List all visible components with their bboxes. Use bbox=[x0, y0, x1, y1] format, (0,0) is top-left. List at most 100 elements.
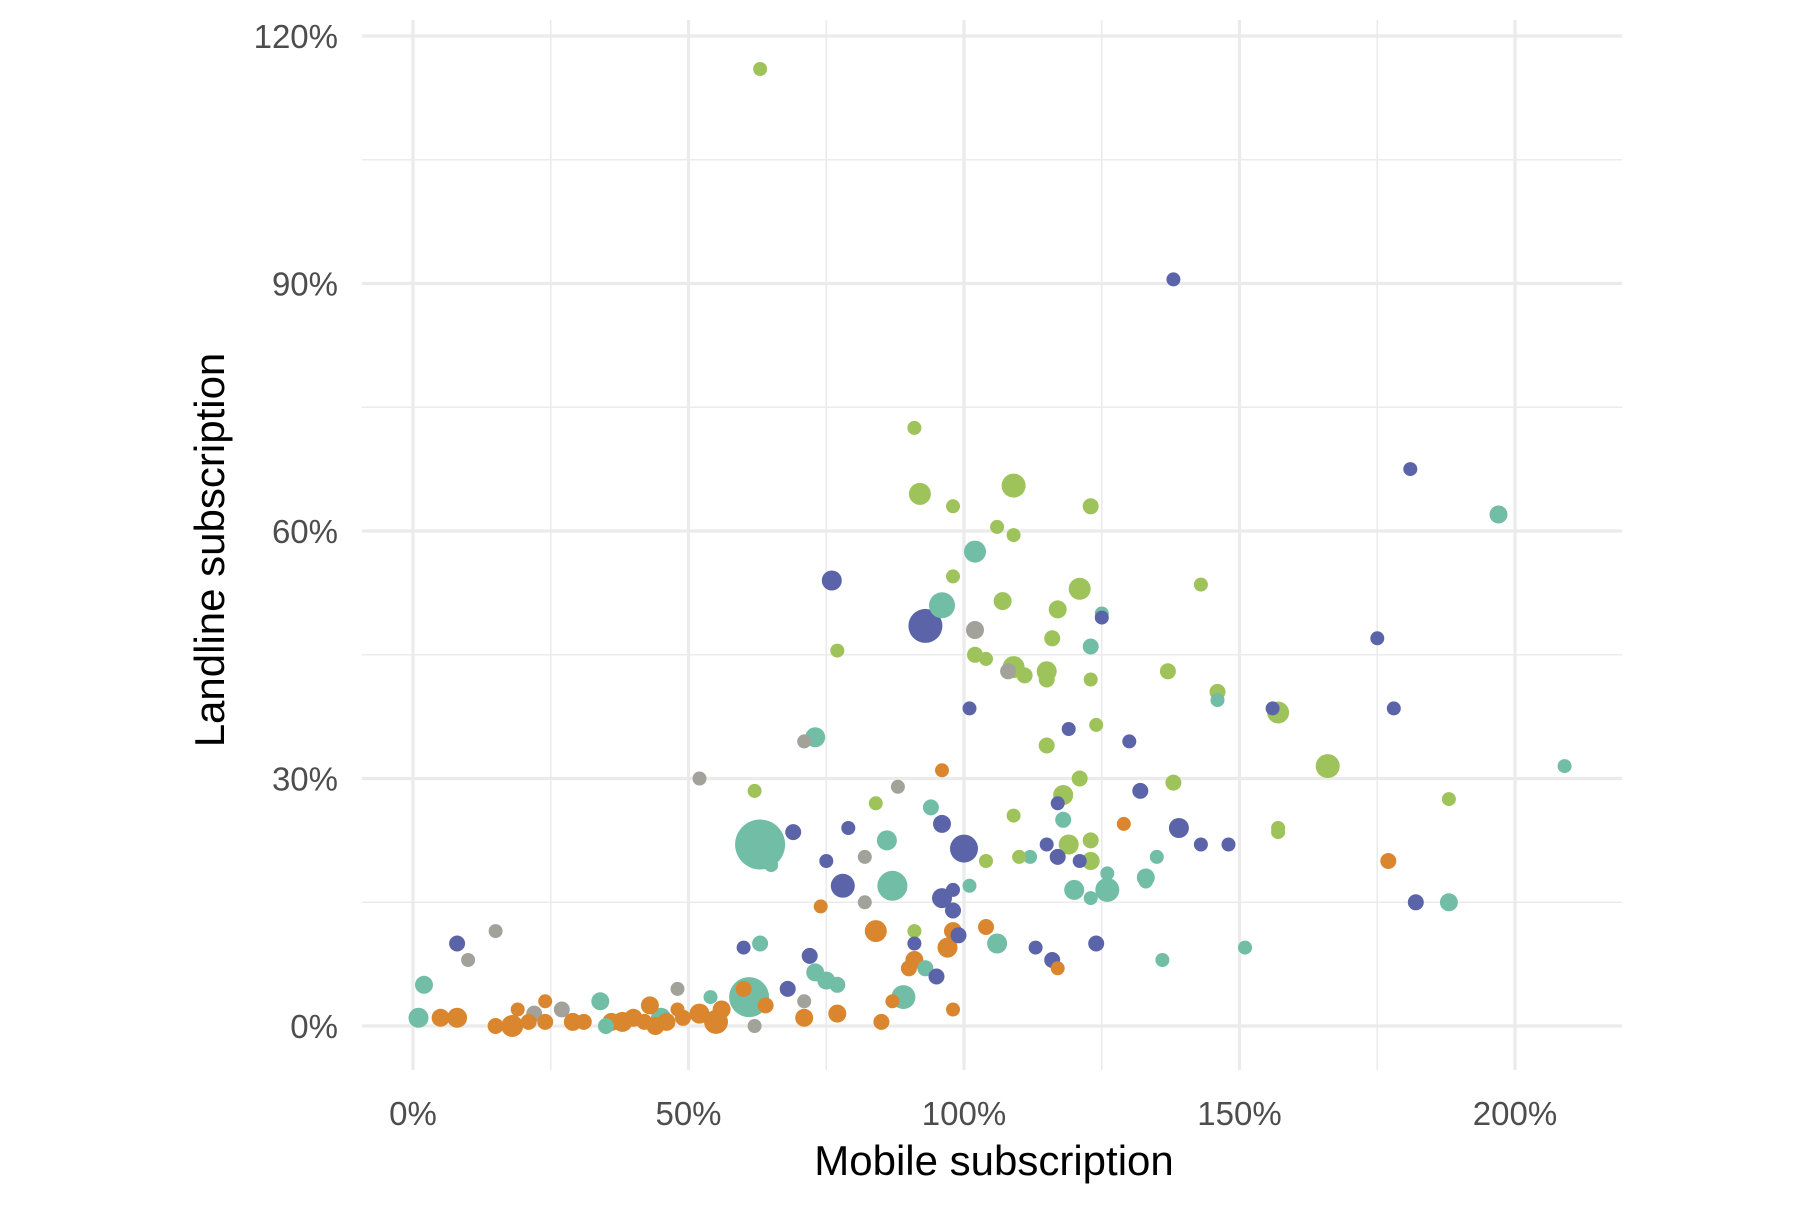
data-point bbox=[1038, 737, 1055, 754]
data-point bbox=[978, 919, 994, 935]
data-point bbox=[597, 1018, 614, 1034]
data-point bbox=[1168, 818, 1189, 838]
data-point bbox=[1315, 754, 1340, 779]
data-point bbox=[1155, 953, 1170, 967]
data-point bbox=[813, 899, 828, 914]
data-point bbox=[1166, 272, 1181, 287]
data-point bbox=[829, 976, 846, 993]
data-point bbox=[1193, 837, 1208, 852]
data-point bbox=[591, 992, 610, 1011]
data-point bbox=[1039, 837, 1054, 852]
data-point bbox=[1238, 940, 1252, 955]
data-point bbox=[1165, 774, 1182, 791]
x-tick-label: 200% bbox=[1473, 1095, 1557, 1132]
data-point bbox=[1044, 630, 1061, 647]
data-point bbox=[795, 1008, 814, 1027]
data-point bbox=[1271, 825, 1286, 840]
y-tick-label: 90% bbox=[272, 266, 338, 303]
data-point bbox=[1064, 879, 1085, 900]
data-point bbox=[1050, 961, 1065, 976]
data-point bbox=[1489, 505, 1508, 524]
data-point bbox=[1407, 894, 1424, 911]
data-point bbox=[670, 1002, 685, 1017]
data-point bbox=[1193, 577, 1208, 592]
data-point bbox=[1082, 832, 1099, 849]
data-point bbox=[1082, 498, 1099, 515]
data-point bbox=[945, 902, 961, 919]
x-tick-label: 0% bbox=[389, 1095, 437, 1132]
data-point bbox=[857, 895, 872, 910]
data-point bbox=[966, 621, 984, 639]
data-point bbox=[1149, 849, 1164, 864]
data-point bbox=[757, 997, 774, 1014]
data-point bbox=[1001, 473, 1026, 498]
data-point bbox=[1557, 759, 1572, 774]
data-point bbox=[1048, 600, 1067, 619]
data-point bbox=[907, 420, 922, 435]
y-tick-label: 60% bbox=[272, 513, 338, 550]
data-point bbox=[1071, 770, 1088, 787]
data-point bbox=[993, 592, 1012, 611]
data-point bbox=[933, 814, 951, 833]
data-point bbox=[449, 935, 466, 952]
data-point bbox=[1068, 577, 1091, 600]
data-point bbox=[692, 771, 707, 786]
data-point bbox=[488, 924, 503, 939]
data-point bbox=[415, 975, 433, 994]
data-point bbox=[537, 1013, 554, 1030]
data-point bbox=[1088, 935, 1105, 952]
data-point bbox=[873, 1013, 890, 1030]
data-point bbox=[841, 821, 856, 835]
data-point bbox=[1132, 782, 1149, 799]
data-point bbox=[735, 980, 752, 997]
y-tick-label: 30% bbox=[272, 761, 338, 798]
data-point bbox=[907, 936, 922, 951]
data-point bbox=[447, 1007, 468, 1028]
data-point bbox=[950, 834, 978, 863]
data-point bbox=[510, 1002, 525, 1017]
data-point bbox=[877, 870, 908, 901]
data-point bbox=[907, 924, 922, 939]
data-point bbox=[1403, 462, 1418, 477]
data-point bbox=[908, 482, 931, 505]
data-point bbox=[689, 1003, 710, 1024]
data-point bbox=[553, 1001, 570, 1018]
gridlines bbox=[362, 20, 1622, 1070]
data-point bbox=[520, 1013, 537, 1030]
data-point bbox=[1082, 638, 1099, 655]
data-point bbox=[670, 981, 685, 996]
data-point bbox=[1061, 722, 1076, 736]
data-point bbox=[797, 994, 812, 1009]
data-point bbox=[408, 1007, 429, 1028]
data-point bbox=[1159, 663, 1176, 680]
data-point bbox=[819, 854, 834, 868]
data-point bbox=[1058, 834, 1079, 855]
data-point bbox=[828, 1004, 847, 1023]
data-point bbox=[1006, 528, 1021, 543]
data-point bbox=[1083, 891, 1098, 906]
data-point bbox=[640, 996, 659, 1015]
data-point bbox=[946, 499, 960, 514]
data-point bbox=[929, 592, 955, 619]
data-point bbox=[857, 849, 872, 864]
data-point bbox=[900, 960, 917, 977]
data-point bbox=[431, 1008, 450, 1027]
data-point bbox=[868, 796, 883, 811]
data-point bbox=[1386, 701, 1401, 716]
data-point bbox=[821, 570, 842, 591]
data-point bbox=[1138, 874, 1153, 889]
data-point bbox=[946, 882, 960, 897]
data-point bbox=[735, 819, 786, 870]
data-point bbox=[1000, 663, 1017, 680]
data-point bbox=[917, 960, 934, 977]
data-point bbox=[752, 935, 769, 952]
data-point bbox=[1221, 837, 1236, 852]
y-tick-label: 120% bbox=[254, 18, 338, 55]
data-point bbox=[1439, 893, 1458, 912]
data-point bbox=[962, 878, 977, 893]
data-point bbox=[830, 643, 845, 658]
data-point bbox=[1265, 701, 1280, 716]
data-point bbox=[946, 1002, 960, 1017]
